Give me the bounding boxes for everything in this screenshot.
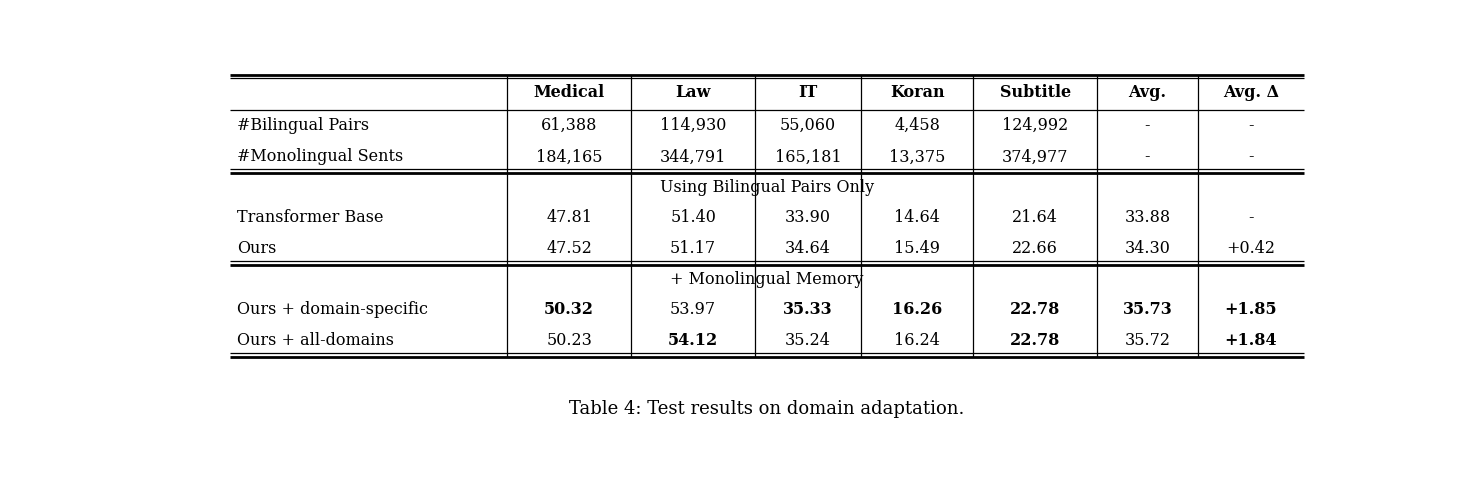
Text: Ours: Ours bbox=[237, 241, 276, 257]
Text: 33.90: 33.90 bbox=[786, 209, 831, 226]
Text: 344,791: 344,791 bbox=[660, 148, 727, 165]
Text: #Monolingual Sents: #Monolingual Sents bbox=[237, 148, 402, 165]
Text: Avg.: Avg. bbox=[1129, 84, 1166, 101]
Text: 34.64: 34.64 bbox=[786, 241, 831, 257]
Text: 16.24: 16.24 bbox=[895, 333, 940, 349]
Text: 22.66: 22.66 bbox=[1013, 241, 1058, 257]
Text: 51.40: 51.40 bbox=[671, 209, 716, 226]
Text: +0.42: +0.42 bbox=[1226, 241, 1275, 257]
Text: 22.78: 22.78 bbox=[1010, 301, 1060, 318]
Text: Ours + domain-specific: Ours + domain-specific bbox=[237, 301, 427, 318]
Text: +1.85: +1.85 bbox=[1225, 301, 1276, 318]
Text: 14.64: 14.64 bbox=[895, 209, 940, 226]
Text: 374,977: 374,977 bbox=[1002, 148, 1069, 165]
Text: -: - bbox=[1145, 117, 1150, 134]
Text: 47.52: 47.52 bbox=[547, 241, 593, 257]
Text: + Monolingual Memory: + Monolingual Memory bbox=[671, 271, 864, 288]
Text: 55,060: 55,060 bbox=[780, 117, 836, 134]
Text: 35.33: 35.33 bbox=[783, 301, 833, 318]
Text: -: - bbox=[1145, 148, 1150, 165]
Text: Subtitle: Subtitle bbox=[999, 84, 1072, 101]
Text: 184,165: 184,165 bbox=[537, 148, 603, 165]
Text: -: - bbox=[1248, 209, 1253, 226]
Text: 165,181: 165,181 bbox=[775, 148, 842, 165]
Text: 16.26: 16.26 bbox=[892, 301, 942, 318]
Text: -: - bbox=[1248, 148, 1253, 165]
Text: Medical: Medical bbox=[534, 84, 604, 101]
Text: Law: Law bbox=[675, 84, 710, 101]
Text: 47.81: 47.81 bbox=[547, 209, 593, 226]
Text: 61,388: 61,388 bbox=[541, 117, 597, 134]
Text: 33.88: 33.88 bbox=[1125, 209, 1170, 226]
Text: 13,375: 13,375 bbox=[889, 148, 945, 165]
Text: Koran: Koran bbox=[890, 84, 945, 101]
Text: Table 4: Test results on domain adaptation.: Table 4: Test results on domain adaptati… bbox=[569, 400, 964, 417]
Text: +1.84: +1.84 bbox=[1225, 333, 1276, 349]
Text: Ours + all-domains: Ours + all-domains bbox=[237, 333, 394, 349]
Text: 22.78: 22.78 bbox=[1010, 333, 1060, 349]
Text: 124,992: 124,992 bbox=[1002, 117, 1069, 134]
Text: 51.17: 51.17 bbox=[671, 241, 716, 257]
Text: 21.64: 21.64 bbox=[1013, 209, 1058, 226]
Text: 4,458: 4,458 bbox=[895, 117, 940, 134]
Text: 35.72: 35.72 bbox=[1125, 333, 1170, 349]
Text: #Bilingual Pairs: #Bilingual Pairs bbox=[237, 117, 368, 134]
Text: 35.73: 35.73 bbox=[1123, 301, 1172, 318]
Text: 15.49: 15.49 bbox=[895, 241, 940, 257]
Text: -: - bbox=[1248, 117, 1253, 134]
Text: 34.30: 34.30 bbox=[1125, 241, 1170, 257]
Text: 50.32: 50.32 bbox=[544, 301, 594, 318]
Text: IT: IT bbox=[799, 84, 818, 101]
Text: 35.24: 35.24 bbox=[786, 333, 831, 349]
Text: Transformer Base: Transformer Base bbox=[237, 209, 383, 226]
Text: Using Bilingual Pairs Only: Using Bilingual Pairs Only bbox=[660, 179, 874, 196]
Text: 53.97: 53.97 bbox=[671, 301, 716, 318]
Text: 54.12: 54.12 bbox=[668, 333, 718, 349]
Text: 114,930: 114,930 bbox=[660, 117, 727, 134]
Text: Avg. Δ: Avg. Δ bbox=[1222, 84, 1278, 101]
Text: 50.23: 50.23 bbox=[547, 333, 593, 349]
